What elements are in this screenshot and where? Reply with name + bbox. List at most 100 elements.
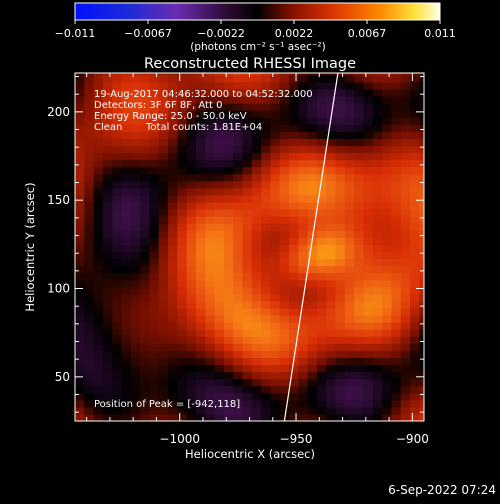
heatmap-cell: [261, 73, 272, 76]
heatmap-cell: [391, 378, 402, 387]
heatmap-cell: [158, 279, 169, 288]
heatmap-cell: [251, 73, 262, 76]
heatmap-cell: [326, 364, 337, 373]
heatmap-cell: [372, 237, 383, 245]
heatmap-cell: [93, 406, 104, 415]
heatmap-cell: [84, 258, 95, 267]
heatmap-cell: [363, 110, 374, 118]
heatmap-cell: [298, 145, 309, 154]
heatmap-cell: [326, 293, 337, 302]
heatmap-cell: [186, 286, 197, 295]
heatmap-cell: [372, 194, 383, 203]
heatmap-cell: [419, 385, 424, 394]
heatmap-cell: [112, 406, 123, 415]
heatmap-cell: [121, 159, 132, 168]
heatmap-cell: [354, 110, 365, 118]
heatmap-cell: [242, 315, 253, 323]
heatmap-cell: [223, 230, 234, 238]
heatmap-cell: [354, 300, 365, 309]
heatmap-cell: [419, 152, 424, 161]
heatmap-cell: [84, 187, 95, 196]
heatmap-cell: [382, 357, 393, 366]
heatmap-cell: [279, 315, 290, 323]
heatmap-cell: [205, 180, 216, 189]
heatmap-cell: [391, 329, 402, 337]
heatmap-cell: [335, 209, 346, 217]
heatmap-cell: [93, 272, 104, 281]
heatmap-cell: [251, 399, 262, 408]
heatmap-cell: [307, 209, 318, 217]
heatmap-cell: [93, 117, 104, 125]
heatmap-cell: [391, 103, 402, 111]
heatmap-cell: [344, 73, 355, 76]
heatmap-cell: [279, 95, 290, 104]
heatmap-cell: [223, 237, 234, 245]
heatmap-cell: [186, 103, 197, 111]
heatmap-cell: [140, 399, 151, 408]
heatmap-cell: [242, 159, 253, 168]
heatmap-cell: [140, 145, 151, 154]
heatmap-cell: [307, 124, 318, 132]
heatmap-cell: [298, 173, 309, 182]
heatmap-cell: [168, 286, 178, 295]
heatmap-cell: [391, 399, 402, 408]
heatmap-cell: [149, 364, 160, 373]
heatmap-cell: [419, 194, 424, 203]
heatmap-cell: [400, 258, 411, 267]
heatmap-cell: [233, 145, 244, 154]
heatmap-cell: [195, 173, 206, 182]
heatmap-cell: [186, 159, 197, 168]
heatmap-cell: [344, 138, 355, 147]
heatmap-cell: [233, 392, 244, 401]
heatmap-cell: [410, 378, 420, 387]
heatmap-cell: [400, 392, 411, 401]
heatmap-cell: [261, 258, 272, 267]
heatmap-cell: [214, 173, 225, 182]
heatmap-cell: [84, 73, 95, 76]
heatmap-cell: [279, 73, 290, 76]
heatmap-cell: [261, 237, 272, 245]
heatmap-cell: [130, 88, 141, 97]
heatmap-cell: [289, 152, 299, 161]
heatmap-cell: [372, 138, 383, 147]
heatmap-cell: [121, 145, 132, 154]
heatmap-cell: [307, 74, 318, 83]
heatmap-cell: [279, 110, 290, 118]
heatmap-cell: [214, 81, 225, 90]
heatmap-cell: [205, 272, 216, 281]
heatmap-cell: [400, 364, 411, 373]
heatmap-cell: [298, 138, 309, 147]
heatmap-cell: [205, 230, 216, 238]
heatmap-cell: [298, 187, 309, 196]
heatmap-cell: [372, 399, 383, 408]
heatmap-cell: [140, 180, 151, 189]
heatmap-cell: [177, 131, 188, 139]
heatmap-cell: [391, 73, 402, 76]
heatmap-cell: [400, 300, 411, 309]
heatmap-cell: [195, 187, 206, 196]
heatmap-cell: [363, 124, 374, 132]
annotation-energy: Energy Range: 25.0 - 50.0 keV: [94, 111, 247, 122]
heatmap-cell: [419, 406, 424, 415]
heatmap-cell: [335, 258, 346, 267]
heatmap-cell: [75, 138, 85, 147]
heatmap-cell: [298, 336, 309, 344]
heatmap-cell: [195, 315, 206, 323]
heatmap-cell: [186, 307, 197, 316]
heatmap-cell: [149, 329, 160, 337]
heatmap-cell: [75, 74, 85, 83]
heatmap-cell: [363, 103, 374, 111]
heatmap-cell: [93, 159, 104, 168]
heatmap-cell: [307, 350, 318, 359]
heatmap-cell: [130, 124, 141, 132]
heatmap-cell: [298, 209, 309, 217]
heatmap-cell: [177, 124, 188, 132]
heatmap-cell: [75, 159, 85, 168]
heatmap-cell: [419, 307, 424, 316]
heatmap-cell: [289, 194, 299, 203]
heatmap-cell: [140, 293, 151, 302]
heatmap-cell: [112, 166, 123, 175]
heatmap-cell: [149, 293, 160, 302]
heatmap-cell: [205, 399, 216, 408]
heatmap-cell: [158, 378, 169, 387]
